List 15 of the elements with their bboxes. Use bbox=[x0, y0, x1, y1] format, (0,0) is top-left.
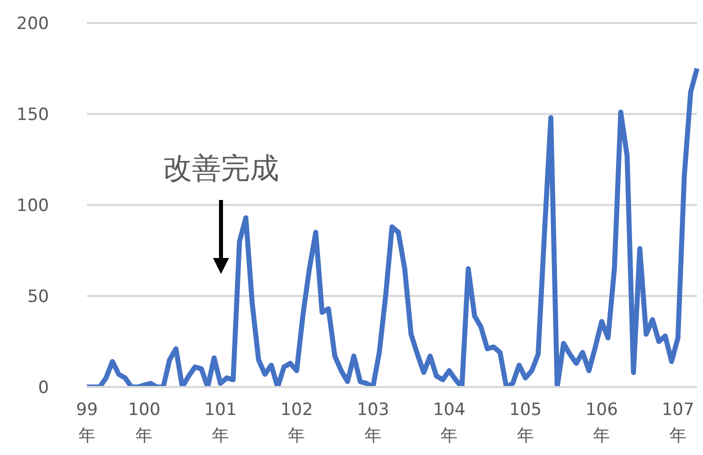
x-tick-label: 100 年 bbox=[128, 400, 160, 446]
y-tick-label: 0 bbox=[38, 378, 49, 398]
annotation: 改善完成 bbox=[163, 151, 279, 185]
y-tick-label: 100 bbox=[16, 196, 49, 216]
y-tick-label: 200 bbox=[16, 14, 49, 34]
y-tick-label: 150 bbox=[16, 105, 49, 126]
x-tick-label: 105 年 bbox=[509, 400, 542, 446]
x-tick-label: 104 年 bbox=[432, 400, 466, 446]
x-tick-label: 103 年 bbox=[356, 400, 390, 446]
x-tick-label: 102 年 bbox=[280, 400, 313, 446]
y-tick-label: 50 bbox=[27, 287, 49, 308]
x-tick-label: 107 年 bbox=[662, 400, 694, 446]
x-tick-label: 106 年 bbox=[585, 400, 618, 446]
x-tick-label: 101 年 bbox=[204, 400, 237, 446]
x-tick-label: 99 年 bbox=[76, 400, 98, 446]
